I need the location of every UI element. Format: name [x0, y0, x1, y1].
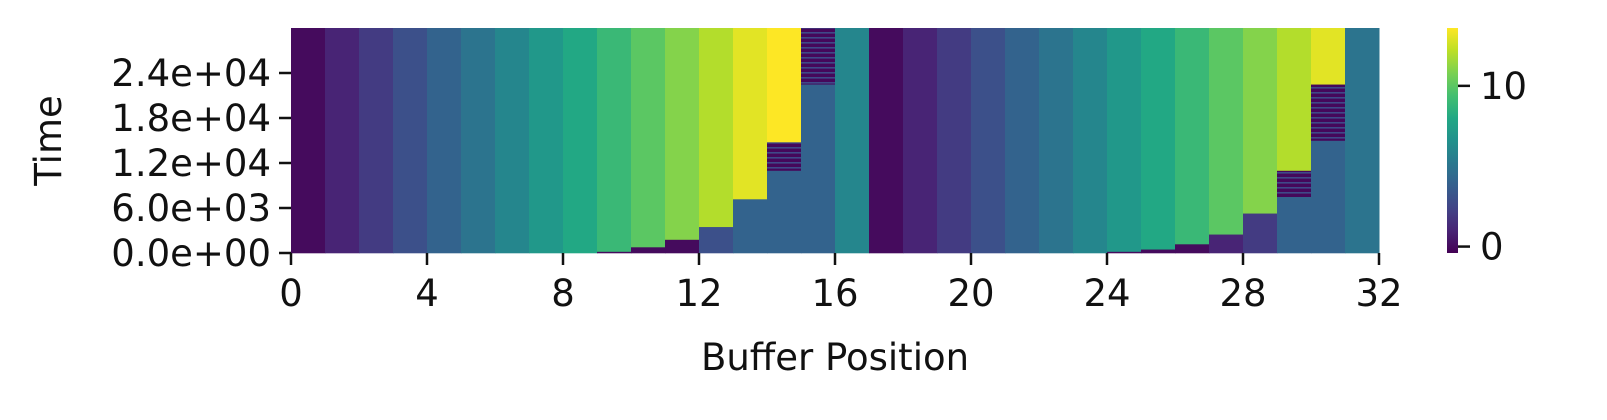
heatmap-cell [1311, 28, 1346, 85]
heatmap-cell [1107, 251, 1142, 254]
y-tick-label: 0.0e+00 [111, 232, 271, 275]
heatmap-cell [1175, 28, 1210, 245]
heatmap-cell [461, 28, 496, 254]
colorbar-tick-label: 10 [1480, 65, 1527, 108]
heatmap-cell [699, 226, 734, 254]
heatmap-cell [1277, 28, 1312, 171]
heatmap-cell [801, 84, 836, 254]
heatmap-cell [1243, 213, 1278, 254]
heatmap-cell [801, 28, 836, 85]
heatmap-cell [1175, 244, 1210, 254]
heatmap-cell [937, 28, 972, 254]
heatmap-cell [733, 28, 768, 200]
heatmap-cell [971, 28, 1006, 254]
y-tick-label: 1.2e+04 [111, 142, 271, 185]
x-tick-label: 16 [811, 272, 858, 315]
heatmap-cell [1005, 28, 1040, 254]
heatmap-cell [1277, 196, 1312, 254]
heatmap-cell [325, 28, 360, 254]
heatmap-cell [631, 247, 666, 254]
heatmap-cell [427, 28, 462, 254]
x-tick-label: 4 [415, 272, 439, 315]
heatmap-cells [291, 28, 1380, 254]
heatmap-cell [597, 251, 632, 254]
y-tick-label: 1.8e+04 [111, 97, 271, 140]
heatmap-cell [903, 28, 938, 254]
y-axis: 0.0e+006.0e+031.2e+041.8e+042.4e+04 [111, 52, 291, 275]
heatmap-cell [1107, 28, 1142, 252]
x-tick-label: 8 [551, 272, 575, 315]
heatmap-cell [733, 199, 768, 254]
heatmap-cell [1141, 28, 1176, 250]
heatmap-cell [1209, 234, 1244, 254]
x-tick-label: 0 [279, 272, 303, 315]
heatmap-cell [1277, 170, 1312, 198]
heatmap-cell [1345, 28, 1380, 254]
heatmap-cell [767, 142, 802, 171]
x-tick-label: 24 [1083, 272, 1130, 315]
heatmap-cell [699, 28, 734, 228]
heatmap-cell [529, 28, 564, 254]
y-tick-label: 2.4e+04 [111, 52, 271, 95]
colorbar-tick-label: 0 [1480, 226, 1504, 269]
x-tick-label: 28 [1219, 272, 1266, 315]
heatmap-cell [1311, 84, 1346, 141]
x-tick-label: 20 [947, 272, 994, 315]
y-axis-label: Time [27, 95, 70, 187]
heatmap-cell [631, 28, 666, 248]
heatmap-cell [869, 28, 904, 254]
heatmap-cell [1073, 28, 1108, 254]
heatmap-cell [767, 170, 802, 254]
heatmap-cell [1209, 28, 1244, 235]
heatmap-cell [767, 28, 802, 143]
heatmap-cell [563, 28, 598, 254]
heatmap-cell [1039, 28, 1074, 254]
heatmap-cell [393, 28, 428, 254]
x-tick-label: 32 [1355, 272, 1402, 315]
y-tick-label: 6.0e+03 [111, 187, 271, 230]
heatmap-cell [665, 239, 700, 254]
heatmap-cell [291, 28, 326, 254]
heatmap-cell [495, 28, 530, 254]
colorbar: 0 10 [1447, 28, 1527, 269]
heatmap-cell [1311, 140, 1346, 254]
heatmap-cell [835, 28, 870, 254]
heatmap-cell [1141, 249, 1176, 254]
colorbar-gradient [1447, 28, 1458, 253]
x-tick-label: 12 [675, 272, 722, 315]
heatmap-cell [665, 28, 700, 240]
x-axis: 0 4 8 12 16 20 24 28 32 [279, 253, 1403, 315]
heatmap-cell [1243, 28, 1278, 214]
heatmap-cell [597, 28, 632, 252]
heatmap-cell [359, 28, 394, 254]
x-axis-label: Buffer Position [701, 336, 969, 379]
